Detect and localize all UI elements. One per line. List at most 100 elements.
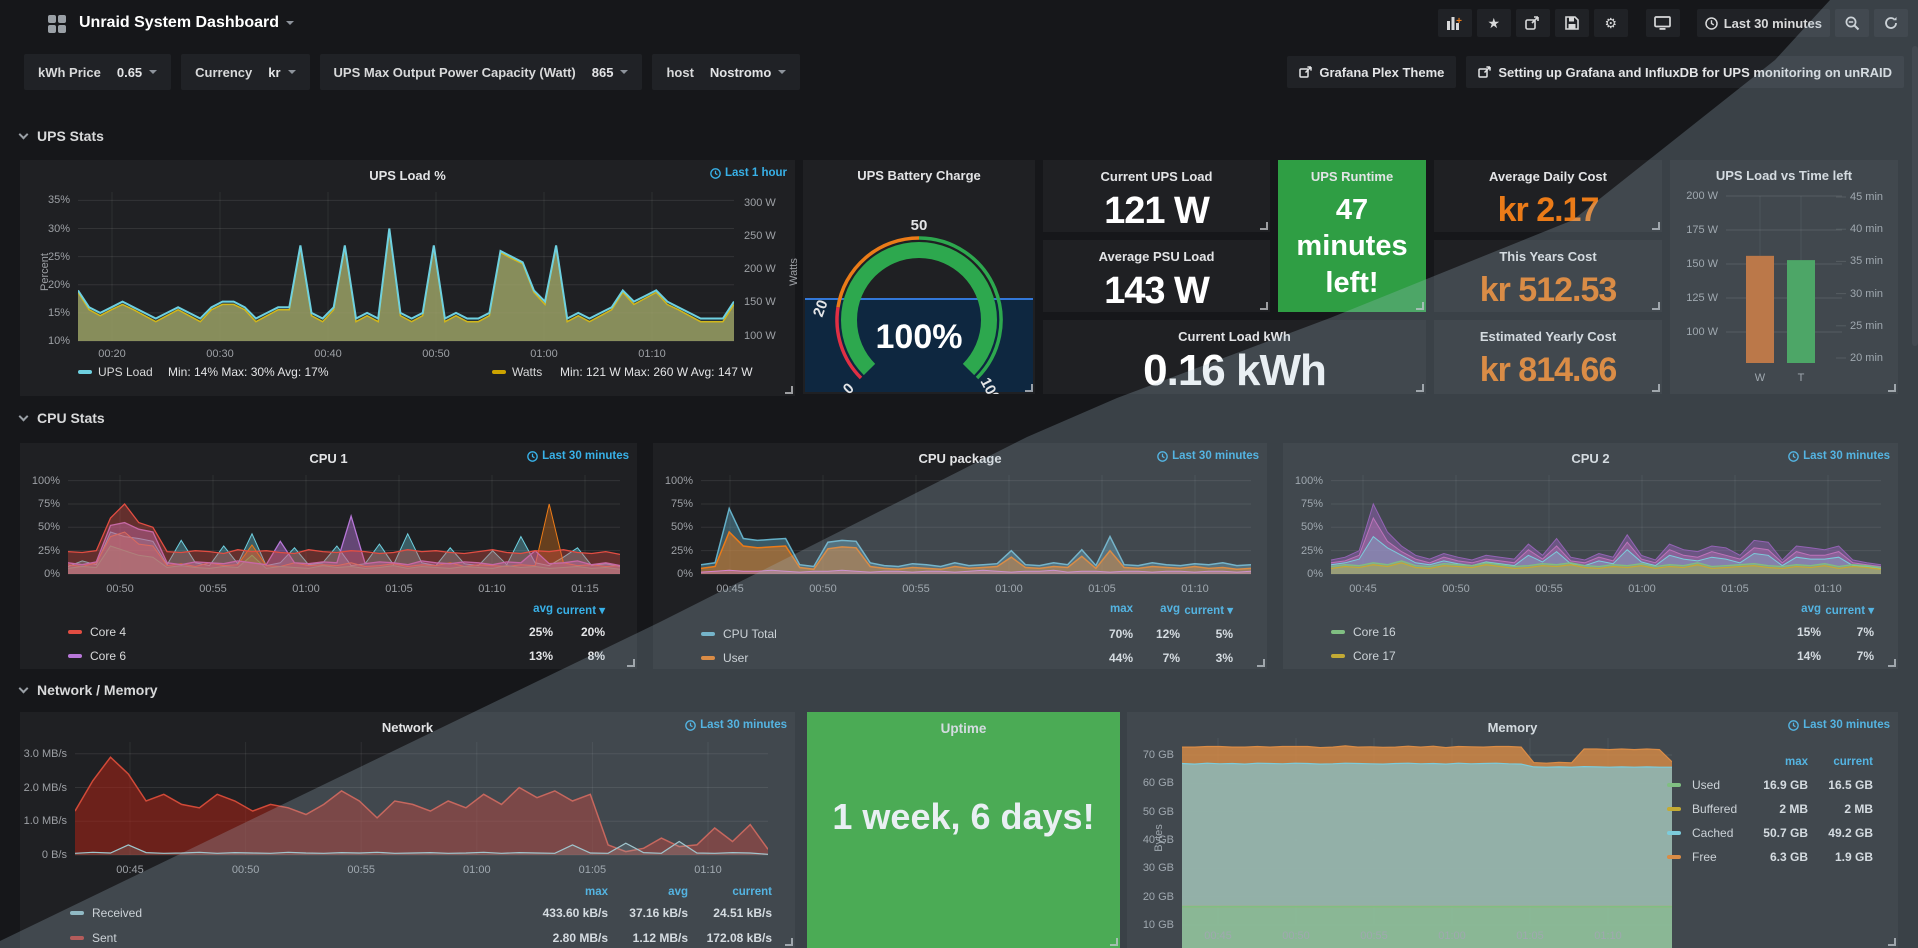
legend-column-header[interactable]: avg [1801, 603, 1821, 615]
legend-column-header[interactable]: max [1784, 756, 1808, 768]
save-button[interactable] [1554, 9, 1589, 37]
legend-series-name[interactable]: CPU Total [723, 627, 777, 641]
panel-time-range[interactable]: Last 30 minutes [527, 450, 629, 462]
stat-title[interactable]: UPS Runtime [1310, 169, 1394, 184]
panel-time-range[interactable]: Last 30 minutes [1788, 450, 1890, 462]
panel-title[interactable]: UPS Load vs Time left [1715, 168, 1853, 183]
y-axis-tick: 30 GB [1142, 862, 1174, 875]
time-range-label: Last 30 minutes [1723, 15, 1822, 31]
x-axis-tick: 00:50 [1442, 583, 1470, 595]
section-cpu-stats[interactable]: CPU Stats [18, 410, 105, 426]
cycle-view-button[interactable] [1645, 9, 1680, 37]
panel-time-range[interactable]: Last 30 minutes [1788, 719, 1890, 731]
legend-series-value: 49.2 GB [1828, 826, 1873, 840]
stat-title[interactable]: Average Daily Cost [1488, 169, 1607, 184]
share-button[interactable] [1515, 9, 1550, 37]
section-network-memory[interactable]: Network / Memory [18, 682, 158, 698]
y-axis-tick: 1.0 MB/s [23, 815, 67, 828]
x-axis-tick: 00:50 [809, 583, 837, 595]
title-caret-icon[interactable] [286, 21, 295, 25]
panel-estimated-yearly-cost: Estimated Yearly Cost kr 814.66 [1434, 320, 1662, 394]
legend-series-value: 13% [528, 649, 553, 663]
legend-series-value: 37.16 kB/s [629, 906, 688, 920]
stat-title[interactable]: Current UPS Load [1100, 169, 1213, 184]
legend-series-name[interactable]: Core 17 [1353, 649, 1396, 663]
variable-ups-max-output[interactable]: UPS Max Output Power Capacity (Watt) 865 [319, 54, 643, 90]
link-grafana-plex-theme[interactable]: Grafana Plex Theme [1287, 56, 1457, 88]
panel-time-range[interactable]: Last 1 hour [710, 167, 787, 179]
legend-column-header[interactable]: current ▾ [1825, 605, 1874, 617]
link-ups-monitoring-guide[interactable]: Setting up Grafana and InfluxDB for UPS … [1466, 56, 1904, 88]
x-axis-tick: 00:55 [199, 583, 227, 595]
legend-column-header[interactable]: avg [1160, 603, 1180, 615]
variable-currency[interactable]: Currency kr [181, 54, 310, 90]
scrollbar-thumb[interactable] [1912, 46, 1918, 346]
panel-title[interactable]: Network [381, 720, 434, 735]
legend-series-name[interactable]: Used [1692, 778, 1721, 792]
x-axis-tick: 01:05 [1088, 583, 1116, 595]
link-label: Grafana Plex Theme [1319, 64, 1445, 80]
legend-column-header[interactable]: max [584, 886, 608, 898]
panel-title[interactable]: CPU 1 [309, 451, 348, 466]
y-axis-title: Bytes [1152, 824, 1165, 852]
panel-ups-load-chart: UPS Load % Last 1 hour 35% 30% 25% 20% 15% 10… [20, 160, 800, 396]
zoom-out-button[interactable] [1835, 9, 1869, 37]
dashboards-grid-icon[interactable] [48, 14, 66, 33]
panel-current-ups-load: Current UPS Load 121 W [1043, 160, 1270, 232]
panel-time-range[interactable]: Last 30 minutes [685, 719, 787, 731]
chart-canvas [1331, 475, 1881, 575]
panel-title[interactable]: UPS Load % [369, 168, 446, 183]
legend-series-color [1331, 654, 1345, 658]
legend-series-value: 16.5 GB [1828, 778, 1873, 792]
legend-column-header[interactable]: current [732, 886, 772, 898]
variable-label: UPS Max Output Power Capacity (Watt) [333, 64, 576, 80]
legend-series-name[interactable]: Sent [92, 931, 117, 945]
legend-series-name[interactable]: Core 16 [1353, 625, 1396, 639]
x-axis-tick: 01:00 [463, 864, 491, 876]
stat-title[interactable]: Uptime [940, 721, 987, 736]
legend-column-header[interactable]: current [1833, 756, 1873, 768]
variable-host[interactable]: host Nostromo [652, 54, 801, 90]
x-axis-tick: 00:55 [1535, 583, 1563, 595]
panel-title[interactable]: UPS Battery Charge [857, 168, 981, 183]
x-axis-tick: 01:05 [385, 583, 413, 595]
stat-title[interactable]: This Years Cost [1499, 249, 1597, 264]
series-group [75, 756, 768, 855]
legend-series-name[interactable]: User [723, 651, 749, 665]
add-panel-button[interactable]: + [1437, 9, 1472, 37]
dashboard-title[interactable]: Unraid System Dashboard [79, 14, 280, 31]
variable-kwh-price[interactable]: kWh Price 0.65 [24, 54, 172, 90]
legend-series-name[interactable]: Buffered [1692, 802, 1738, 816]
legend-series-name[interactable]: Core 4 [90, 625, 127, 639]
legend-column-header[interactable]: max [1109, 603, 1133, 615]
legend-column-header[interactable]: avg [668, 886, 688, 898]
panel-title[interactable]: CPU package [918, 451, 1002, 466]
clock-icon [685, 719, 696, 731]
legend-series-color [78, 370, 92, 374]
y-axis-tick: 20 GB [1142, 890, 1174, 903]
legend-series-name[interactable]: UPS Load [98, 365, 153, 379]
legend-series-name[interactable]: Free [1692, 850, 1717, 864]
legend-series-name[interactable]: Received [92, 906, 143, 920]
panel-title[interactable]: CPU 2 [1571, 451, 1610, 466]
stat-title[interactable]: Current Load kWh [1178, 329, 1291, 344]
section-ups-stats[interactable]: UPS Stats [18, 128, 104, 144]
variable-label: host [666, 64, 694, 80]
legend-column-header[interactable]: avg [533, 603, 553, 615]
legend-series-name[interactable]: Cached [1692, 826, 1734, 840]
stat-title[interactable]: Estimated Yearly Cost [1479, 329, 1617, 344]
star-button[interactable]: ★ [1476, 9, 1511, 37]
legend-column-header[interactable]: current ▾ [556, 605, 605, 617]
x-axis-tick: 01:15 [571, 583, 599, 595]
refresh-button[interactable] [1874, 9, 1908, 37]
legend-series-value: 1.9 GB [1834, 850, 1873, 864]
series-group [1331, 502, 1881, 574]
stat-title[interactable]: Average PSU Load [1098, 249, 1215, 264]
legend-series-name[interactable]: Core 6 [90, 649, 127, 663]
panel-title[interactable]: Memory [1487, 720, 1538, 735]
panel-time-range[interactable]: Last 30 minutes [1157, 450, 1259, 462]
time-range-button[interactable]: Last 30 minutes [1696, 9, 1830, 37]
legend-series-name[interactable]: Watts [512, 365, 543, 379]
settings-button[interactable]: ⚙ [1593, 9, 1628, 37]
legend-column-header[interactable]: current ▾ [1184, 605, 1233, 617]
